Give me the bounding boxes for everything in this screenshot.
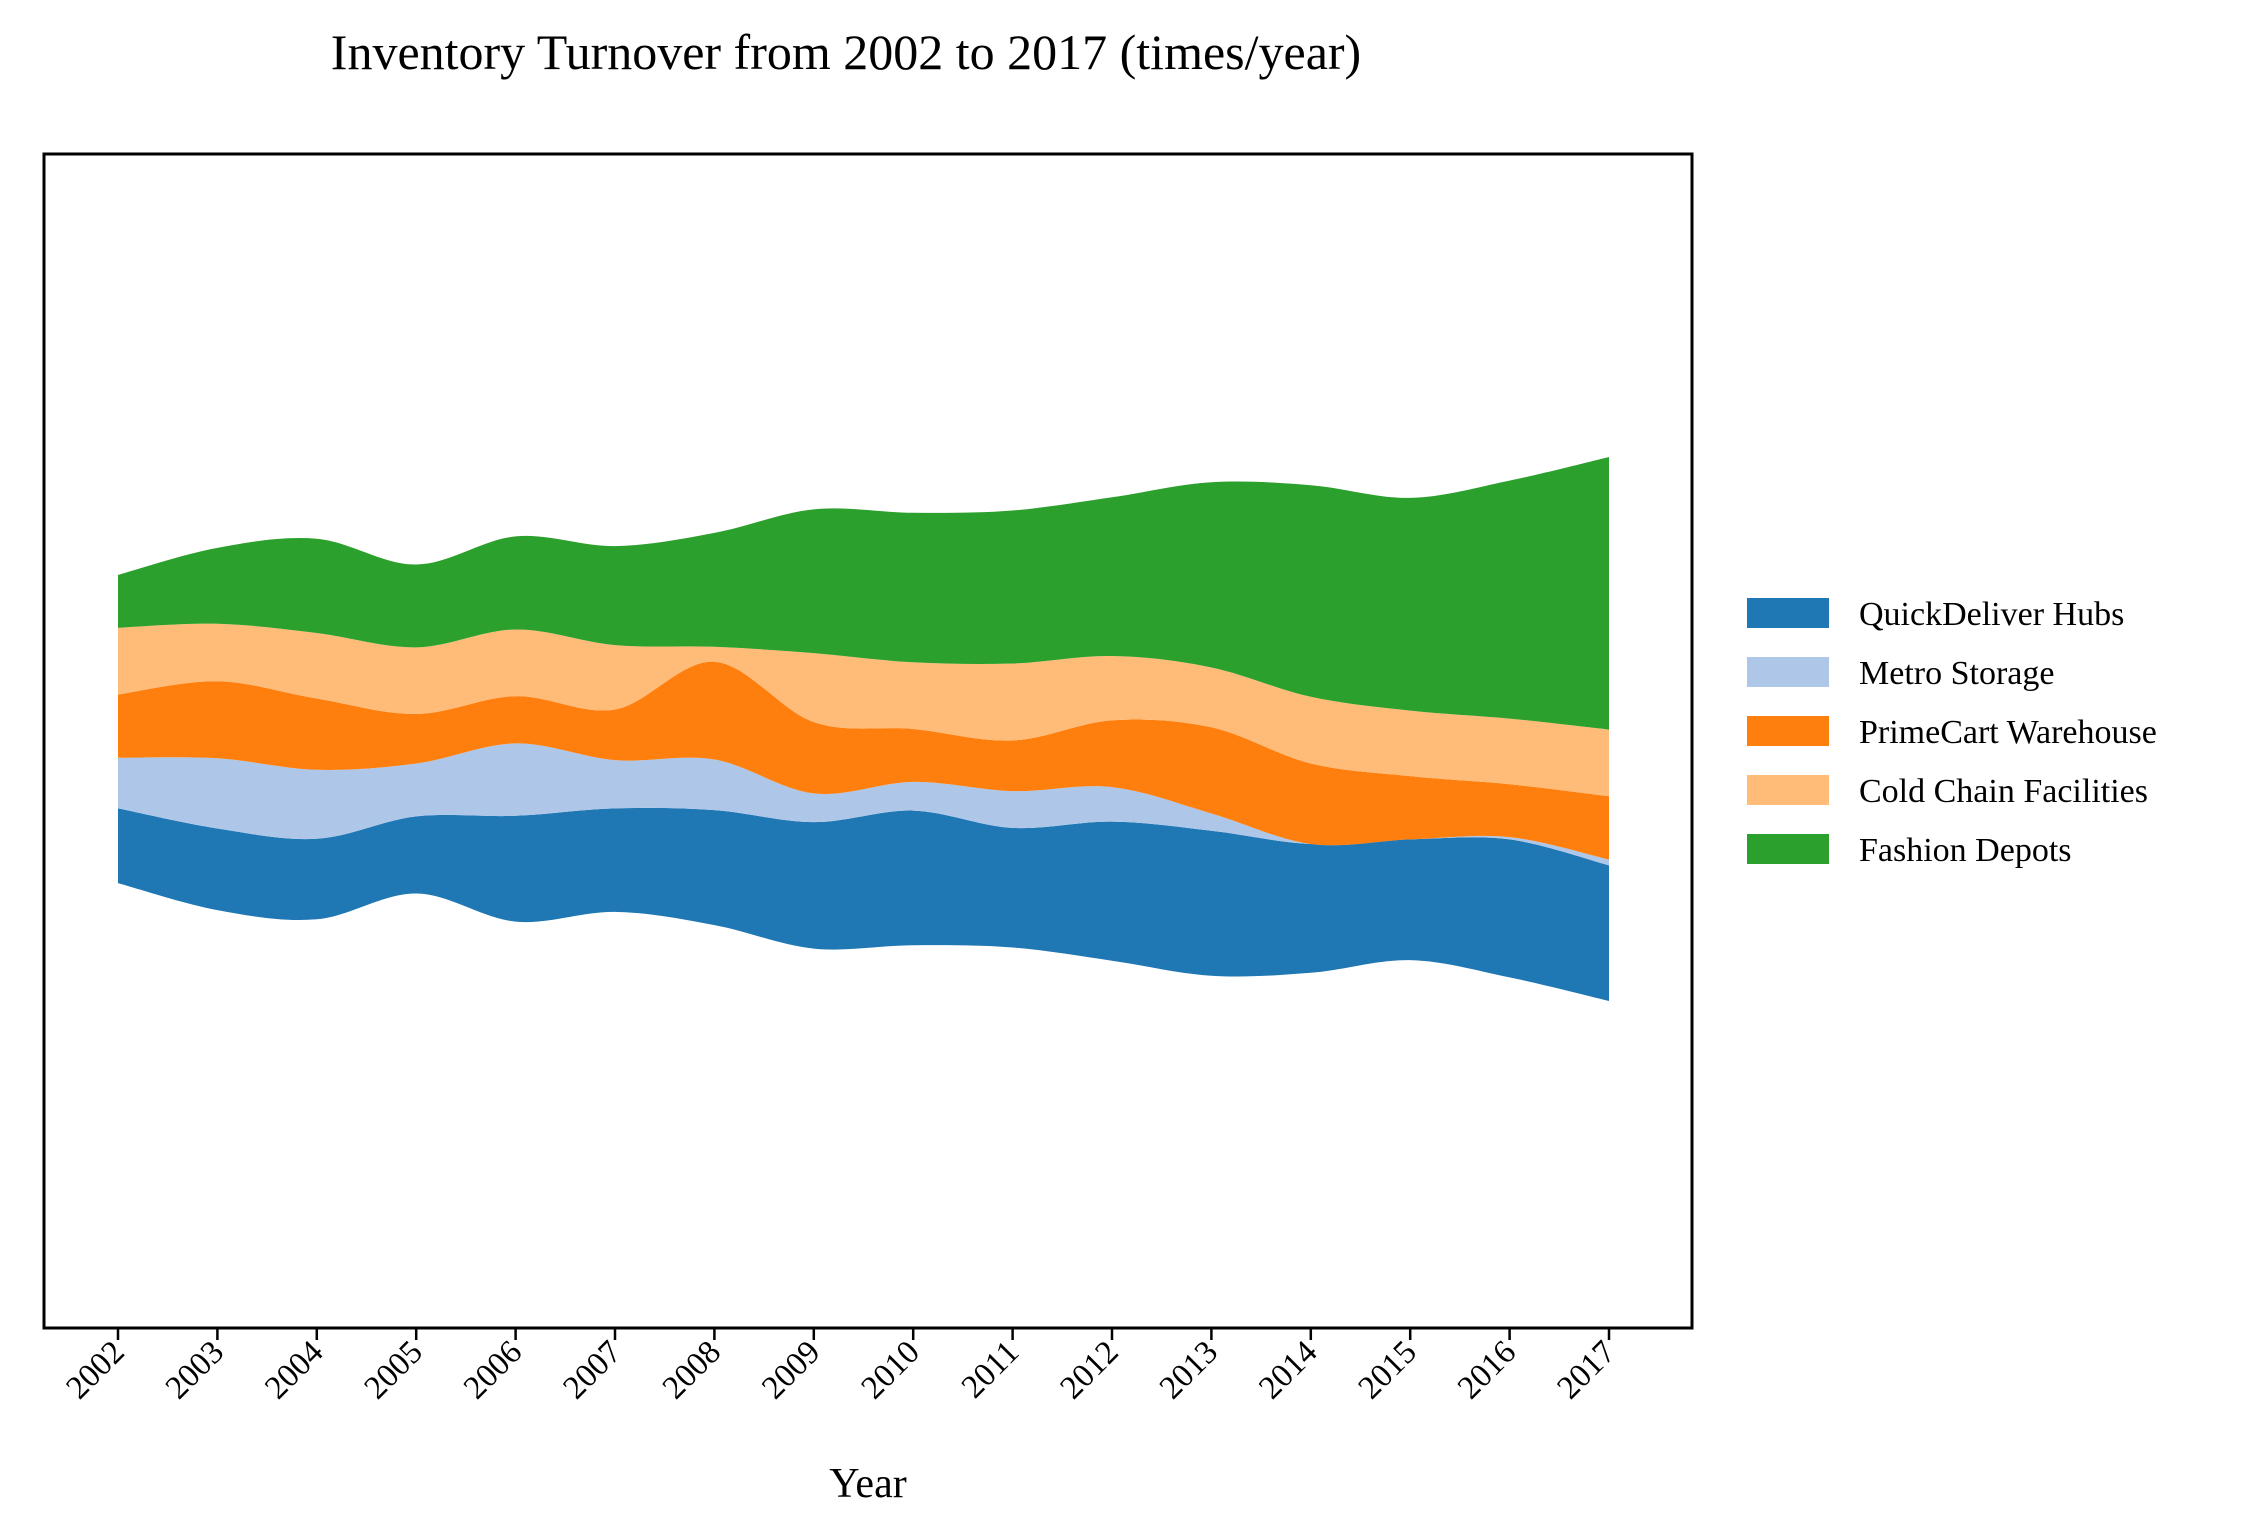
legend-item: Cold Chain Facilities [1747,773,2148,810]
x-tick-label: 2017 [1551,1334,1623,1406]
series-area-fashion-depots [118,457,1609,730]
legend: QuickDeliver Hubs Metro Storage PrimeCart … [1747,596,2157,869]
x-tick-label: 2002 [60,1334,132,1406]
x-tick-label: 2007 [557,1334,629,1406]
x-tick-label: 2004 [258,1334,330,1406]
x-tick-label: 2003 [159,1334,231,1406]
series-layer [118,457,1609,1001]
x-tick-label: 2008 [656,1334,728,1406]
legend-item: Fashion Depots [1747,832,2072,869]
series-area-metro-storage [118,743,1609,866]
legend-label: QuickDeliver Hubs [1859,596,2124,633]
legend-label: Metro Storage [1859,655,2054,692]
x-tick-label: 2005 [358,1334,430,1406]
x-tick-label: 2006 [457,1334,529,1406]
x-tick-label: 2013 [1153,1334,1225,1406]
legend-label: Cold Chain Facilities [1859,773,2148,810]
legend-swatch [1747,657,1829,687]
x-tick-label: 2014 [1252,1334,1324,1406]
x-tick-label: 2015 [1352,1334,1424,1406]
series-area-cold-chain-facilities [118,623,1609,797]
legend-swatch [1747,716,1829,746]
legend-label: Fashion Depots [1859,832,2072,869]
plot-frame [42,152,1694,1330]
series-area-quickdeliver-hubs [118,807,1609,1001]
legend-swatch [1747,598,1829,628]
legend-swatch [1747,834,1829,864]
chart-title: Inventory Turnover from 2002 to 2017 (ti… [330,24,1362,80]
x-tick-label: 2010 [855,1334,927,1406]
x-tick-label: 2009 [755,1334,827,1406]
x-axis: 2002 2003 2004 2005 2006 2007 2008 2009 2010 2011… [60,1328,1623,1406]
x-tick-label: 2012 [1054,1334,1126,1406]
x-axis-label: Year [829,1461,906,1507]
legend-swatch [1747,775,1829,805]
x-tick-label: 2011 [955,1334,1026,1405]
legend-item: QuickDeliver Hubs [1747,596,2124,633]
series-area-primecart-warehouse [118,661,1609,860]
legend-label: PrimeCart Warehouse [1859,714,2157,751]
legend-item: PrimeCart Warehouse [1747,714,2157,751]
legend-item: Metro Storage [1747,655,2054,692]
x-tick-label: 2016 [1451,1334,1523,1406]
